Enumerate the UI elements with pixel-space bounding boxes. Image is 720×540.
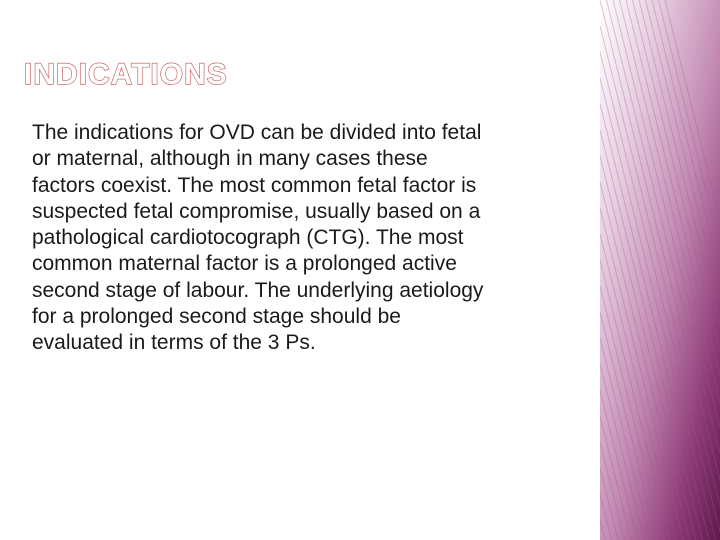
slide-title: INDICATIONS: [24, 56, 284, 102]
slide: INDICATIONS The indications for OVD can …: [0, 0, 720, 540]
side-panel-svg: [580, 0, 720, 540]
side-decorative-panel: [580, 0, 720, 540]
body-text: The indications for OVD can be divided i…: [32, 120, 492, 356]
svg-text:INDICATIONS: INDICATIONS: [24, 58, 228, 91]
title-text-svg: INDICATIONS: [24, 56, 284, 94]
